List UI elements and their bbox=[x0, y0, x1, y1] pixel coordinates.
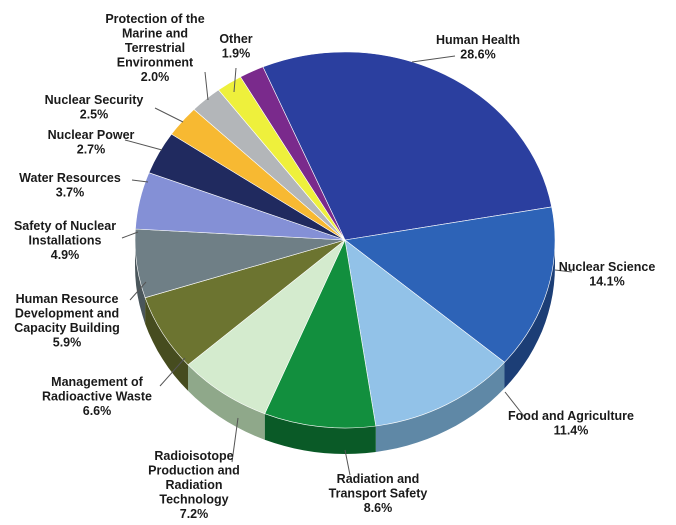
slice-value-label: 4.9% bbox=[51, 248, 80, 262]
slice-label-11: Protection of the Marine and Terrestrial En… bbox=[105, 12, 204, 84]
leader-line-12 bbox=[233, 67, 237, 93]
slice-value-label: 11.4% bbox=[554, 424, 589, 438]
slice-value-label: 2.7% bbox=[77, 143, 106, 157]
slice-name-line: Radiation bbox=[166, 478, 223, 492]
slice-labels: Human Health 28.6% Nuclear Science 14.1% Foo… bbox=[14, 12, 655, 521]
slice-label-8: Water Resources 3.7% bbox=[19, 171, 121, 200]
slice-value-label: 3.7% bbox=[56, 186, 85, 200]
slice-name-line: Human Resource bbox=[16, 292, 119, 306]
slice-name-line: Protection of the bbox=[105, 12, 204, 26]
slice-label-4: Radioisotope Production and Radiation Techn… bbox=[148, 449, 240, 521]
pie-slices bbox=[134, 51, 556, 429]
slice-value-label: 2.5% bbox=[80, 108, 109, 122]
slice-value-label: 6.6% bbox=[83, 404, 112, 418]
leader-line-2 bbox=[504, 391, 528, 421]
pie-slice-3 bbox=[264, 238, 377, 429]
slice-name-line: Capacity Building bbox=[14, 321, 120, 335]
slice-name-line: Management of bbox=[51, 375, 144, 389]
slice-name-line: Terrestrial bbox=[125, 41, 185, 55]
slice-name-line: Nuclear Security bbox=[45, 93, 144, 107]
slice-value-label: 1.9% bbox=[222, 47, 251, 61]
slice-name-line: Radioisotope bbox=[154, 449, 233, 463]
slice-side-1 bbox=[504, 240, 555, 389]
slice-side-2 bbox=[375, 362, 505, 452]
pie-slice-0 bbox=[262, 51, 553, 241]
slice-value-label: 8.6% bbox=[364, 501, 393, 515]
leader-line-5 bbox=[159, 357, 186, 387]
slice-name-line: Technology bbox=[159, 493, 228, 507]
slice-label-1: Nuclear Science 14.1% bbox=[559, 260, 656, 289]
leader-line-1 bbox=[554, 269, 573, 273]
leader-line-6 bbox=[129, 281, 147, 301]
slice-label-9: Nuclear Power 2.7% bbox=[48, 128, 135, 157]
leader-line-3 bbox=[344, 449, 351, 476]
pie-slice-2 bbox=[344, 239, 505, 427]
leader-line-10 bbox=[154, 107, 184, 123]
slice-value-label: 14.1% bbox=[589, 275, 624, 289]
slice-name-line: Radiation and bbox=[337, 472, 420, 486]
slice-side-5 bbox=[145, 297, 188, 391]
slice-name-line: Other bbox=[219, 32, 252, 46]
slice-name-line: Nuclear Power bbox=[48, 128, 135, 142]
pie-slice-12 bbox=[240, 66, 346, 241]
slice-name-line: Food and Agriculture bbox=[508, 409, 634, 423]
slice-name-line: Production and bbox=[148, 464, 240, 478]
slice-name-line: Transport Safety bbox=[329, 487, 428, 501]
leader-line-0 bbox=[411, 55, 456, 63]
leader-line-11 bbox=[204, 71, 209, 101]
slice-value-label: 28.6% bbox=[460, 48, 495, 62]
slice-value-label: 2.0% bbox=[141, 70, 170, 84]
slice-label-10: Nuclear Security 2.5% bbox=[45, 93, 144, 122]
slice-side-4 bbox=[188, 364, 265, 440]
slice-name-line: Development and bbox=[15, 307, 119, 321]
slice-label-3: Radiation and Transport Safety 8.6% bbox=[329, 472, 428, 515]
slice-name-line: Water Resources bbox=[19, 171, 121, 185]
slice-value-label: 5.9% bbox=[53, 336, 82, 350]
pie-slice-1 bbox=[344, 206, 556, 363]
leader-line-4 bbox=[231, 417, 239, 463]
slice-name-line: Radioactive Waste bbox=[42, 390, 152, 404]
slice-side-3 bbox=[264, 413, 376, 454]
slice-name-line: Human Health bbox=[436, 33, 520, 47]
slice-label-2: Food and Agriculture 11.4% bbox=[508, 409, 634, 438]
slice-name-line: Installations bbox=[29, 234, 102, 248]
leader-lines bbox=[121, 55, 573, 476]
slice-label-12: Other 1.9% bbox=[219, 32, 252, 61]
slice-label-5: Management of Radioactive Waste 6.6% bbox=[42, 375, 152, 418]
slice-label-6: Human Resource Development and Capacity Bu… bbox=[14, 292, 120, 350]
leader-line-9 bbox=[124, 139, 163, 151]
slice-name-line: Safety of Nuclear bbox=[14, 219, 116, 233]
leader-line-8 bbox=[131, 179, 149, 183]
slice-name-line: Marine and bbox=[122, 27, 188, 41]
slice-label-0: Human Health 28.6% bbox=[436, 33, 520, 62]
slice-name-line: Nuclear Science bbox=[559, 260, 656, 274]
leader-line-7 bbox=[121, 231, 139, 239]
pie-3d-sides bbox=[135, 240, 555, 454]
slice-label-7: Safety of Nuclear Installations 4.9% bbox=[14, 219, 116, 262]
slice-name-line: Environment bbox=[117, 56, 194, 70]
slice-value-label: 7.2% bbox=[180, 507, 209, 521]
